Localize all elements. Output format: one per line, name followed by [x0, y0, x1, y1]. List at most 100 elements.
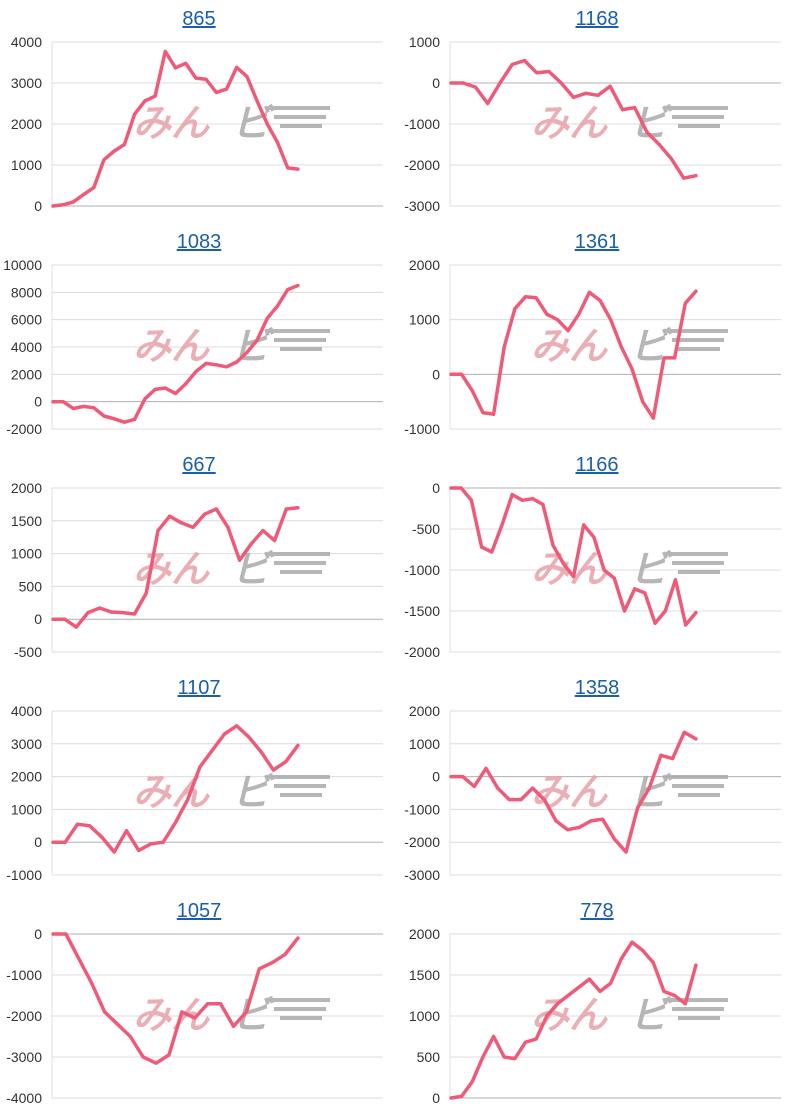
chart-title-link[interactable]: 778 — [580, 900, 614, 922]
line-chart: 200010000-1000みんビ — [404, 257, 781, 437]
chart-title-link[interactable]: 865 — [182, 8, 216, 30]
y-tick-label: -2000 — [6, 421, 42, 437]
y-tick-label: 4000 — [11, 339, 42, 355]
data-point — [601, 817, 605, 821]
data-point — [222, 732, 227, 736]
chart-panel: 1083 10000 8000 6000 4000 2000 0 -2000 みんビ — [0, 223, 398, 446]
line-chart: 0 1000 2000 3000 4000 みんビ — [11, 34, 383, 214]
chart-title-link[interactable]: 1107 — [177, 677, 221, 699]
y-tick-label: 0 — [432, 75, 440, 91]
data-point — [122, 142, 127, 147]
data-point — [265, 122, 269, 126]
data-point — [270, 961, 274, 965]
watermark-stripe — [268, 998, 330, 1002]
chart-panel: 865 0 1000 2000 3000 4000 みんビ — [0, 0, 398, 223]
data-point — [179, 521, 183, 525]
y-tick-label: -1000 — [404, 562, 440, 578]
data-point — [296, 743, 300, 748]
data-point — [214, 507, 218, 511]
watermark-stripe — [280, 793, 322, 797]
data-point — [115, 1022, 120, 1026]
data-point — [486, 101, 490, 106]
data-point — [500, 523, 504, 527]
data-point — [163, 386, 167, 390]
data-point — [271, 768, 276, 772]
y-tick-label: -1000 — [404, 801, 440, 817]
data-point — [77, 957, 81, 961]
data-point — [502, 1055, 506, 1059]
chart-title-link[interactable]: 1168 — [575, 8, 619, 30]
data-point — [238, 558, 242, 562]
data-point — [193, 1016, 197, 1020]
chart-title-link[interactable]: 1166 — [575, 454, 619, 476]
data-point — [112, 850, 116, 854]
watermark: みんビ — [531, 547, 728, 591]
data-point — [100, 835, 104, 839]
data-point — [510, 492, 514, 497]
data-point — [545, 1014, 549, 1018]
data-point — [173, 391, 178, 396]
data-point — [609, 318, 613, 322]
data-point — [484, 766, 488, 770]
watermark-left-text: みん — [531, 993, 608, 1037]
data-point — [694, 737, 698, 741]
data-point — [224, 87, 229, 91]
chart-panel: 1166 0 -500 -1000 -1500 -2000 みんビ — [398, 446, 796, 669]
y-tick-label: -1500 — [404, 603, 440, 619]
watermark-right-text: ビ — [630, 993, 673, 1037]
data-point — [620, 108, 625, 112]
data-point — [671, 756, 675, 761]
chart-title-link[interactable]: 1358 — [574, 677, 620, 699]
watermark-stripe — [672, 115, 724, 119]
data-point — [112, 149, 116, 153]
y-tick-label: 2000 — [409, 926, 440, 942]
watermark-stripe — [678, 347, 720, 351]
data-point — [460, 372, 464, 376]
series-line — [51, 505, 300, 629]
data-point — [63, 617, 67, 621]
data-point — [694, 289, 698, 293]
data-point — [161, 840, 165, 844]
line-chart: 10000-1000-2000-3000みんビ — [404, 34, 781, 214]
chart-panel: 1057 0 -1000 -2000 -3000 -4000 みんビ — [0, 892, 398, 1115]
data-point — [481, 1055, 485, 1059]
chart-title-link[interactable]: 1083 — [176, 231, 222, 253]
watermark: みんビ — [133, 993, 330, 1037]
watermark-stripe — [274, 784, 326, 788]
watermark-stripe — [672, 338, 724, 342]
watermark: みんビ — [531, 993, 728, 1037]
data-point — [206, 1002, 210, 1006]
watermark: みんビ — [133, 770, 330, 814]
data-point — [449, 486, 453, 490]
chart-title-link[interactable]: 1361 — [574, 231, 620, 253]
data-point — [235, 65, 239, 70]
y-tick-label: -500 — [14, 644, 42, 660]
data-point — [284, 760, 288, 764]
chart-title-link[interactable]: 667 — [182, 454, 216, 476]
data-point — [128, 1034, 132, 1039]
data-point — [90, 981, 94, 985]
watermark: みんビ — [133, 547, 330, 591]
y-tick-label: 4000 — [11, 703, 42, 719]
data-point — [153, 387, 157, 391]
data-point — [641, 948, 645, 952]
y-tick-label: 0 — [432, 480, 440, 496]
data-point — [531, 497, 535, 501]
data-point — [636, 806, 640, 810]
data-point — [275, 304, 280, 308]
chart-title-link[interactable]: 1057 — [176, 900, 222, 922]
data-point — [596, 93, 600, 97]
data-point — [651, 416, 655, 420]
data-point — [61, 203, 65, 207]
data-point — [226, 525, 230, 529]
data-point — [523, 1040, 528, 1044]
watermark-stripe — [672, 784, 724, 788]
data-point — [173, 820, 178, 825]
data-point — [122, 420, 127, 424]
chart-panel: 1107 4000 3000 2000 1000 0 -1000 みんビ — [0, 669, 398, 892]
y-tick-label: 1000 — [409, 736, 440, 752]
data-point — [653, 621, 657, 625]
data-point — [296, 936, 300, 940]
data-point — [273, 538, 277, 543]
data-point — [551, 543, 555, 547]
